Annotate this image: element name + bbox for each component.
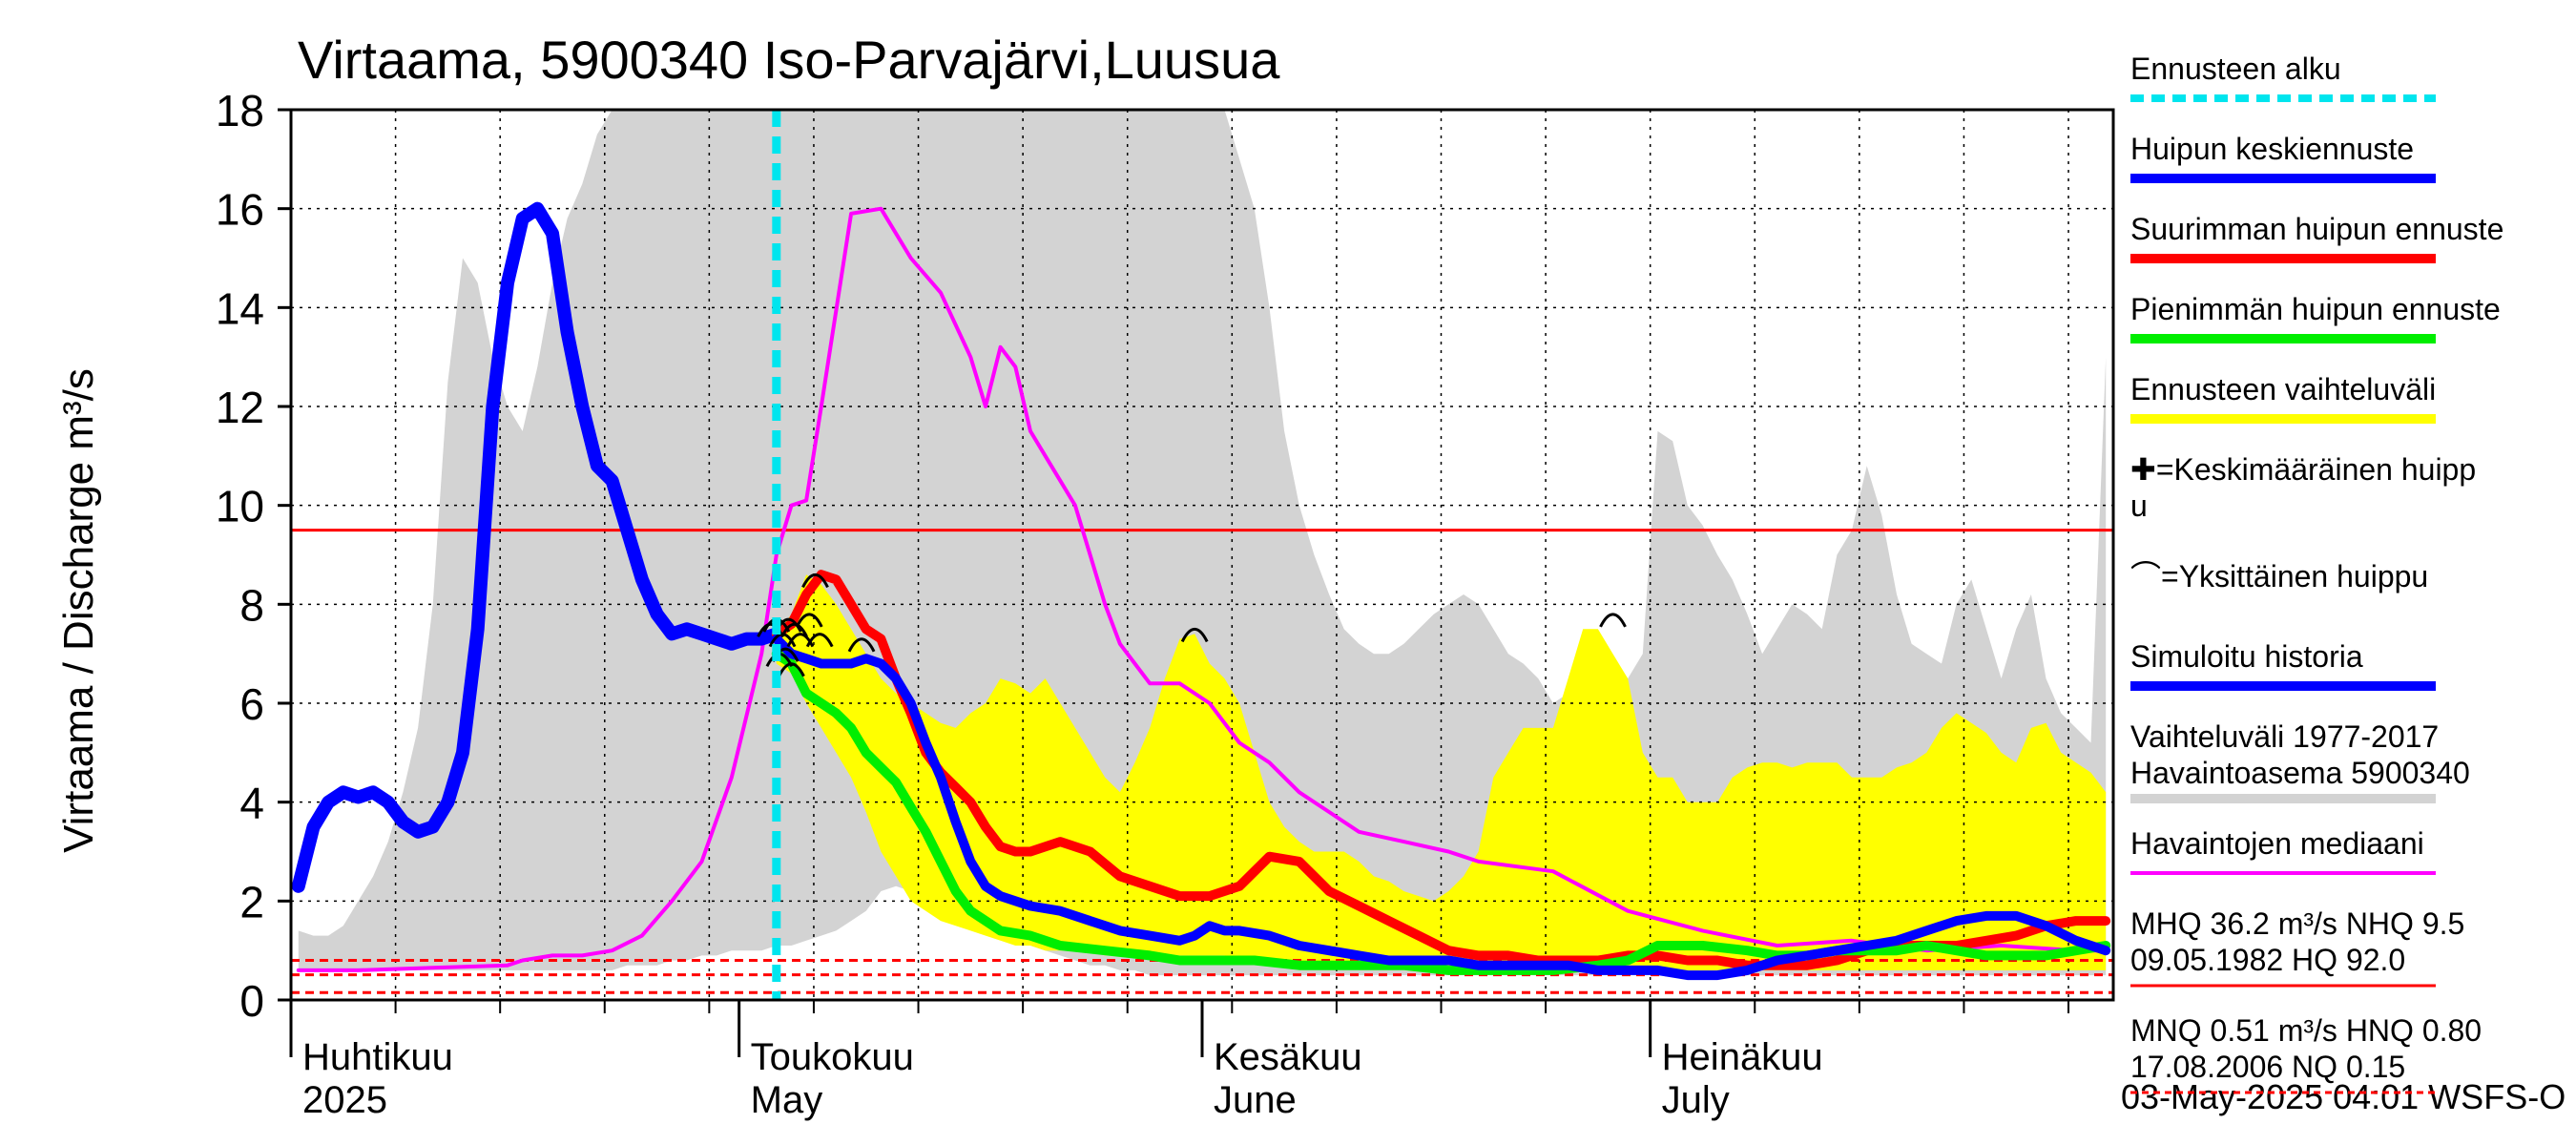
month-label-secondary: 2025 xyxy=(302,1079,387,1121)
legend-label: MHQ 36.2 m³/s NHQ 9.5 xyxy=(2130,906,2464,941)
month-label: Heinäkuu xyxy=(1662,1036,1823,1078)
legend-label: ⌒=Yksittäinen huippu xyxy=(2130,559,2428,593)
y-tick-label: 8 xyxy=(239,580,264,630)
timestamp: 03-May-2025 04:01 WSFS-O xyxy=(2121,1077,2566,1116)
series-pienimm-n-huipun-ennuste xyxy=(771,649,2111,975)
series-huipun-keskiennuste xyxy=(771,634,2111,981)
legend-label-secondary: u xyxy=(2130,489,2148,523)
series-simuloitu-historia xyxy=(291,201,783,893)
y-tick-label: 18 xyxy=(216,86,264,135)
y-tick-label: 14 xyxy=(216,283,264,333)
legend-label-secondary: 17.08.2006 NQ 0.15 xyxy=(2130,1050,2405,1084)
y-tick-label: 2 xyxy=(239,877,264,926)
peak-marker xyxy=(801,572,829,589)
y-tick-label: 12 xyxy=(216,383,264,432)
legend-label: Ennusteen alku xyxy=(2130,52,2341,86)
legend-label: Pienimmän huipun ennuste xyxy=(2130,292,2501,326)
peak-marker xyxy=(1599,613,1627,628)
individual-peak-markers xyxy=(757,572,1627,677)
peak-marker xyxy=(847,637,876,653)
peak-marker xyxy=(778,662,805,677)
legend-label-secondary: 09.05.1982 HQ 92.0 xyxy=(2130,943,2405,977)
month-label-secondary: July xyxy=(1662,1079,1730,1121)
y-tick-label: 16 xyxy=(216,185,264,235)
y-tick-label: 4 xyxy=(239,779,264,828)
y-tick-label: 10 xyxy=(216,482,264,531)
chart-title: Virtaama, 5900340 Iso-Parvajärvi,Luusua xyxy=(298,30,1280,90)
legend-label: Suurimman huipun ennuste xyxy=(2130,212,2503,246)
legend-label: Huipun keskiennuste xyxy=(2130,132,2414,166)
series-lines xyxy=(291,201,2111,981)
peak-marker xyxy=(780,622,808,637)
y-axis-label: Virtaama / Discharge m³/s xyxy=(55,368,102,853)
peak-marker xyxy=(805,633,834,648)
series-havaintojen-mediaani xyxy=(296,206,2109,972)
month-label-secondary: May xyxy=(751,1079,823,1121)
legend-label-secondary: Havaintoasema 5900340 xyxy=(2130,756,2470,790)
month-label: Kesäkuu xyxy=(1214,1036,1362,1078)
legend-label: Ennusteen vaihteluväli xyxy=(2130,372,2436,406)
legend: Ennusteen alku Huipun keskiennuste Suurimm… xyxy=(2130,52,2503,1094)
month-label: Huhtikuu xyxy=(302,1036,453,1078)
month-label: Toukokuu xyxy=(751,1036,914,1078)
legend-label: Havaintojen mediaani xyxy=(2130,826,2424,861)
legend-label: MNQ 0.51 m³/s HNQ 0.80 xyxy=(2130,1013,2482,1048)
month-label-secondary: June xyxy=(1214,1079,1297,1121)
peak-marker xyxy=(795,613,823,628)
y-tick-label: 0 xyxy=(239,976,264,1026)
history-range-area xyxy=(298,110,2107,976)
legend-label: Simuloitu historia xyxy=(2130,639,2363,674)
history-range-band xyxy=(298,110,2107,976)
peak-marker xyxy=(1180,627,1209,643)
legend-label: Vaihteluväli 1977-2017 xyxy=(2130,719,2439,754)
legend-label: ✚=Keskimääräinen huipp xyxy=(2130,452,2476,487)
y-tick-label: 6 xyxy=(239,679,264,729)
